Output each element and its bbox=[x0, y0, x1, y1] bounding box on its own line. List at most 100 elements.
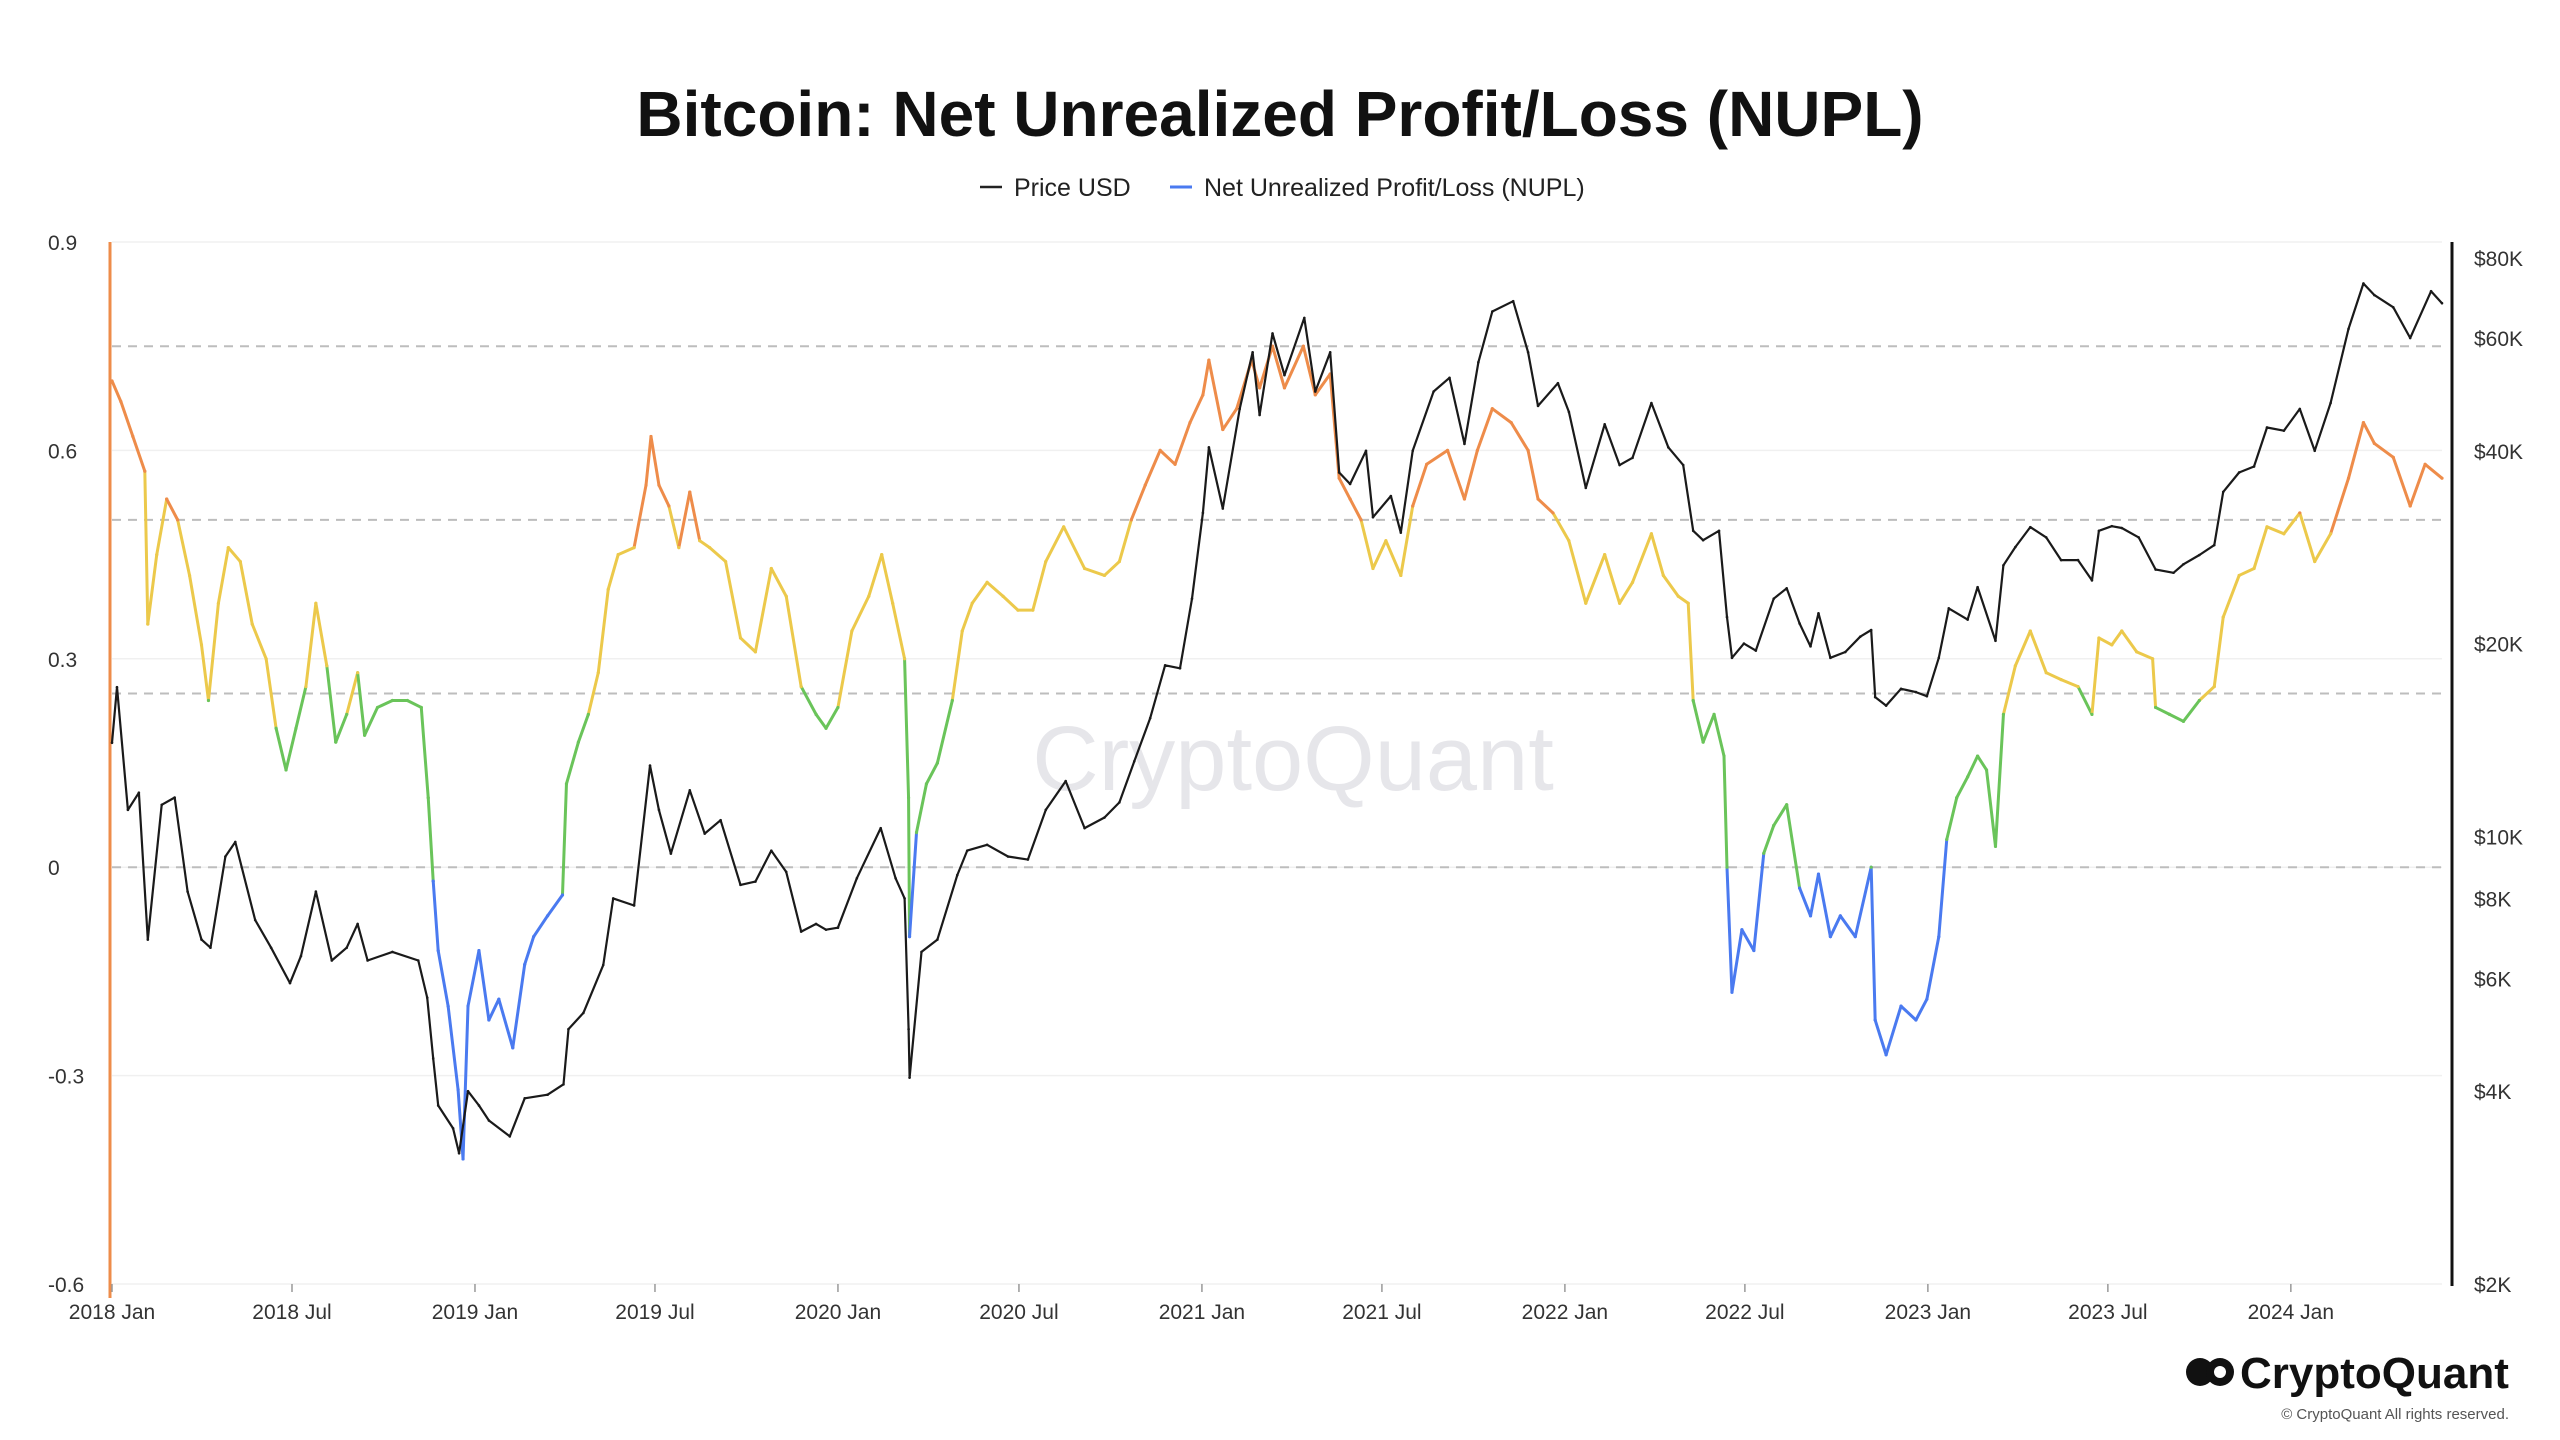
nupl-point bbox=[1313, 393, 1317, 397]
x-tick-label: 2023 Jul bbox=[2068, 1301, 2147, 1324]
nupl-segment bbox=[814, 712, 828, 730]
nupl-segment bbox=[1676, 594, 1690, 605]
nupl-point bbox=[1475, 448, 1479, 452]
nupl-segment bbox=[1313, 372, 1332, 397]
nupl-segment bbox=[511, 962, 527, 1050]
price-point bbox=[2265, 426, 2269, 429]
nupl-point bbox=[532, 935, 536, 939]
nupl-point bbox=[523, 962, 527, 967]
nupl-point bbox=[1399, 573, 1403, 578]
price-point bbox=[1026, 858, 1030, 861]
price-point bbox=[2391, 306, 2395, 309]
nupl-segment bbox=[334, 712, 349, 744]
nupl-point bbox=[2265, 525, 2269, 529]
price-point bbox=[391, 950, 394, 954]
nupl-point bbox=[1044, 559, 1048, 564]
nupl-point bbox=[2001, 712, 2006, 716]
nupl-segment bbox=[1914, 997, 1929, 1022]
nupl-segment bbox=[2028, 629, 2048, 675]
nupl-point bbox=[1975, 754, 1980, 758]
price-point bbox=[894, 877, 897, 880]
nupl-segment bbox=[708, 546, 728, 564]
x-tick-label: 2022 Jul bbox=[1705, 1301, 1784, 1324]
price-point bbox=[1044, 808, 1048, 812]
price-point bbox=[1163, 663, 1167, 667]
price-point bbox=[688, 789, 692, 792]
nupl-segment bbox=[274, 726, 288, 772]
price-point bbox=[2237, 471, 2241, 474]
price-point bbox=[1283, 373, 1286, 377]
price-point bbox=[2212, 543, 2216, 547]
x-tick-label: 2018 Jan bbox=[69, 1301, 155, 1324]
price-point bbox=[1584, 486, 1588, 490]
nupl-point bbox=[446, 1004, 450, 1008]
nupl-point bbox=[1425, 462, 1429, 466]
nupl-segment bbox=[1899, 1004, 1918, 1022]
nupl-segment bbox=[1649, 532, 1665, 577]
nupl-point bbox=[1740, 928, 1744, 932]
nupl-point bbox=[1173, 462, 1177, 466]
nupl-point bbox=[1207, 358, 1211, 362]
nupl-segment bbox=[1785, 803, 1802, 890]
nupl-segment bbox=[985, 580, 1005, 598]
price-point bbox=[1399, 531, 1403, 534]
nupl-point bbox=[606, 587, 610, 591]
nupl-segment bbox=[206, 601, 220, 702]
nupl-point bbox=[2329, 532, 2333, 536]
nupl-point bbox=[1762, 851, 1766, 855]
brand-logo-mark-a bbox=[2186, 1358, 2214, 1386]
nupl-segment bbox=[891, 601, 907, 661]
x-tick-label: 2023 Jan bbox=[1885, 1301, 1971, 1324]
nupl-point bbox=[119, 400, 123, 404]
y-right-tick-label: $6K bbox=[2474, 968, 2511, 991]
nupl-segment bbox=[1536, 497, 1555, 515]
price-point bbox=[1348, 482, 1352, 486]
price-point bbox=[345, 946, 348, 950]
nupl-point bbox=[426, 796, 430, 800]
nupl-point bbox=[677, 546, 681, 550]
nupl-point bbox=[304, 684, 308, 689]
legend-item-price[interactable]: Price USD bbox=[980, 174, 1131, 202]
price-point bbox=[356, 922, 359, 926]
nupl-point bbox=[891, 601, 895, 605]
nupl-point bbox=[616, 553, 620, 557]
nupl-point bbox=[2197, 698, 2201, 703]
nupl-segment bbox=[2059, 678, 2080, 689]
nupl-point bbox=[405, 698, 409, 703]
nupl-point bbox=[880, 553, 884, 557]
legend-item-nupl[interactable]: Net Unrealized Profit/Loss (NUPL) bbox=[1170, 174, 1585, 202]
nupl-segment bbox=[532, 914, 550, 939]
price-point bbox=[1798, 622, 1801, 625]
nupl-point bbox=[1725, 865, 1729, 869]
price-point bbox=[648, 764, 652, 767]
nupl-segment bbox=[824, 705, 840, 730]
nupl-segment bbox=[466, 949, 481, 1008]
nupl-segment bbox=[188, 573, 204, 647]
nupl-segment bbox=[596, 587, 610, 675]
price-point bbox=[2110, 524, 2114, 528]
nupl-segment bbox=[1475, 407, 1494, 452]
nupl-point bbox=[2097, 636, 2101, 640]
price-point bbox=[903, 897, 906, 900]
nupl-segment bbox=[1993, 712, 2005, 848]
nupl-point bbox=[390, 698, 395, 703]
nupl-point bbox=[814, 712, 818, 716]
y-left-tick-label: -0.6 bbox=[48, 1274, 84, 1297]
nupl-point bbox=[1062, 525, 1066, 529]
price-point bbox=[288, 981, 292, 985]
price-point bbox=[920, 950, 923, 954]
nupl-point bbox=[1348, 497, 1352, 501]
price-point bbox=[719, 818, 722, 822]
nupl-segment bbox=[1271, 344, 1286, 390]
price-point bbox=[2028, 525, 2032, 529]
nupl-point bbox=[1359, 518, 1363, 522]
nupl-segment bbox=[1282, 344, 1305, 390]
nupl-point bbox=[264, 657, 268, 661]
nupl-point bbox=[649, 434, 653, 439]
price-point bbox=[1567, 410, 1571, 414]
nupl-segment bbox=[1884, 1004, 1903, 1057]
nupl-point bbox=[1676, 594, 1680, 598]
nupl-segment bbox=[363, 705, 380, 737]
price-point bbox=[1448, 376, 1451, 380]
nupl-point bbox=[1945, 837, 1949, 842]
